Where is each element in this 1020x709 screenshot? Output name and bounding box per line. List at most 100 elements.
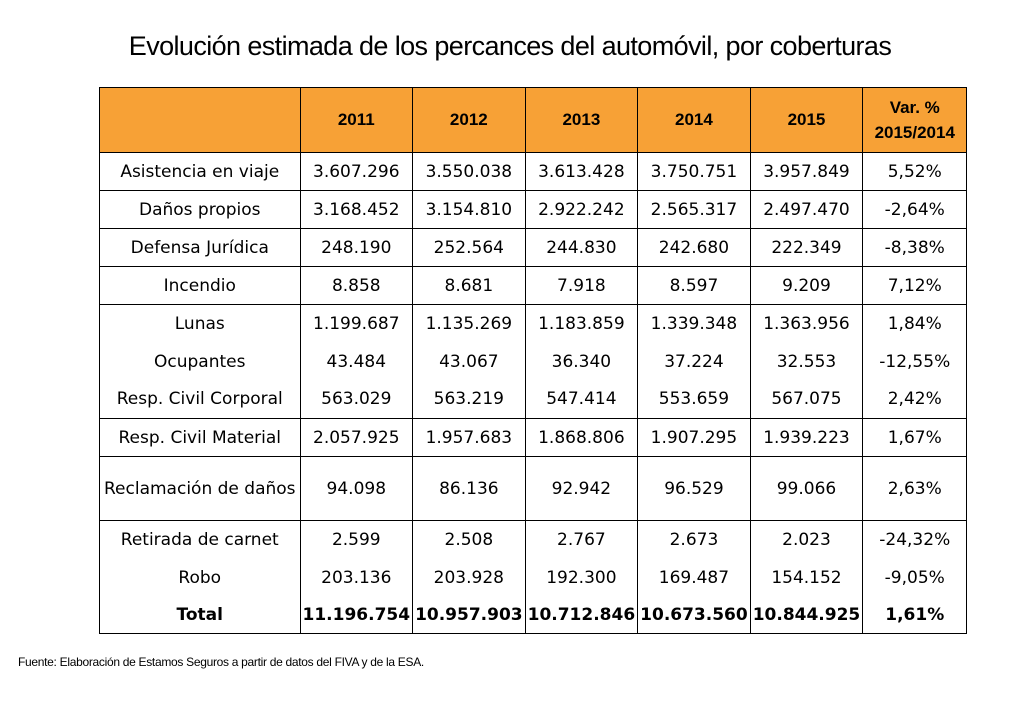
cell: 2.508 (412, 520, 526, 559)
cell: 8.681 (412, 266, 526, 305)
row-label: Resp. Civil Corporal (99, 380, 301, 419)
table-row: Retirada de carnet 2.599 2.508 2.767 2.6… (99, 520, 968, 559)
cell: 94.098 (299, 456, 414, 521)
header-2013: 2013 (524, 87, 639, 153)
cell: -2,64% (862, 190, 968, 229)
cell: 3.613.428 (524, 152, 639, 191)
row-label: Reclamación de daños (99, 456, 301, 521)
cell: 2.599 (299, 520, 414, 559)
cell: -9,05% (862, 558, 968, 597)
table-row: Daños propios 3.168.452 3.154.810 2.922.… (99, 190, 968, 229)
cell: 563.219 (412, 380, 526, 419)
cell: 1,84% (862, 304, 968, 343)
row-label: Resp. Civil Material (99, 418, 301, 457)
header-2015: 2015 (749, 87, 864, 153)
cell: 222.349 (749, 228, 864, 267)
cell: 1.868.806 (524, 418, 639, 457)
cell: 8.858 (299, 266, 414, 305)
table-row: Reclamación de daños 94.098 86.136 92.94… (99, 456, 968, 521)
cell: 2.767 (524, 520, 639, 559)
percances-table: 2011 2012 2013 2014 2015 Var. % 2015/201… (99, 87, 968, 634)
cell: 1,61% (862, 596, 968, 634)
cell: -24,32% (862, 520, 968, 559)
cell: 567.075 (749, 380, 864, 419)
cell: 37.224 (637, 342, 751, 381)
cell: 9.209 (749, 266, 864, 305)
cell: 43.484 (299, 342, 414, 381)
cell: 1.339.348 (637, 304, 751, 343)
cell: 99.066 (749, 456, 864, 521)
header-var-line1: Var. % (889, 97, 940, 117)
source-note: Fuente: Elaboración de Estamos Seguros a… (18, 655, 424, 669)
cell: 5,52% (862, 152, 968, 191)
header-2011: 2011 (299, 87, 414, 153)
cell: 2.023 (749, 520, 864, 559)
cell: 10.957.903 (412, 596, 526, 634)
cell: 11.196.754 (299, 596, 414, 634)
table-row: Defensa Jurídica 248.190 252.564 244.830… (99, 228, 968, 267)
cell: 242.680 (637, 228, 751, 267)
cell: 2,42% (862, 380, 968, 419)
cell: 36.340 (524, 342, 639, 381)
cell: 8.597 (637, 266, 751, 305)
cell: 1.183.859 (524, 304, 639, 343)
cell: 169.487 (637, 558, 751, 597)
cell: 1.939.223 (749, 418, 864, 457)
table-row: Incendio 8.858 8.681 7.918 8.597 9.209 7… (99, 266, 968, 305)
cell: 3.168.452 (299, 190, 414, 229)
cell: 2,63% (862, 456, 968, 521)
table-row: Resp. Civil Corporal 563.029 563.219 547… (99, 380, 968, 419)
table-row: Ocupantes 43.484 43.067 36.340 37.224 32… (99, 342, 968, 381)
cell: 1.363.956 (749, 304, 864, 343)
row-label: Retirada de carnet (99, 520, 301, 559)
cell: 244.830 (524, 228, 639, 267)
table-row: Resp. Civil Material 2.057.925 1.957.683… (99, 418, 968, 457)
cell: 43.067 (412, 342, 526, 381)
cell: 3.750.751 (637, 152, 751, 191)
cell: 154.152 (749, 558, 864, 597)
cell: 96.529 (637, 456, 751, 521)
table-row: Asistencia en viaje 3.607.296 3.550.038 … (99, 152, 968, 191)
cell: 2.057.925 (299, 418, 414, 457)
header-empty (99, 87, 301, 153)
cell: 86.136 (412, 456, 526, 521)
header-row: 2011 2012 2013 2014 2015 Var. % 2015/201… (99, 87, 968, 153)
cell: 248.190 (299, 228, 414, 267)
row-label: Defensa Jurídica (99, 228, 301, 267)
cell: 203.136 (299, 558, 414, 597)
header-2012: 2012 (412, 87, 526, 153)
row-label: Daños propios (99, 190, 301, 229)
cell: 1.907.295 (637, 418, 751, 457)
cell: 7.918 (524, 266, 639, 305)
page-title: Evolución estimada de los percances del … (128, 31, 892, 61)
header-var: Var. % 2015/2014 (862, 87, 968, 153)
cell: 3.957.849 (749, 152, 864, 191)
cell: 1.957.683 (412, 418, 526, 457)
cell: 2.673 (637, 520, 751, 559)
cell: 92.942 (524, 456, 639, 521)
cell: 10.673.560 (637, 596, 751, 634)
cell: 10.712.846 (524, 596, 639, 634)
cell: 203.928 (412, 558, 526, 597)
row-label: Asistencia en viaje (99, 152, 301, 191)
cell: 192.300 (524, 558, 639, 597)
row-label: Robo (99, 558, 301, 597)
cell: 2.922.242 (524, 190, 639, 229)
cell: 2.565.317 (637, 190, 751, 229)
row-label: Incendio (99, 266, 301, 305)
header-2014: 2014 (637, 87, 751, 153)
header-var-line2: 2015/2014 (874, 123, 955, 142)
total-row: Total 11.196.754 10.957.903 10.712.846 1… (99, 596, 968, 634)
table-row: Robo 203.136 203.928 192.300 169.487 154… (99, 558, 968, 597)
cell: -12,55% (862, 342, 968, 381)
cell: 10.844.925 (749, 596, 864, 634)
cell: 553.659 (637, 380, 751, 419)
cell: 1.135.269 (412, 304, 526, 343)
row-label: Lunas (99, 304, 301, 343)
cell: 7,12% (862, 266, 968, 305)
row-label: Total (99, 596, 301, 634)
cell: 547.414 (524, 380, 639, 419)
cell: 3.607.296 (299, 152, 414, 191)
cell: 252.564 (412, 228, 526, 267)
cell: 1.199.687 (299, 304, 414, 343)
